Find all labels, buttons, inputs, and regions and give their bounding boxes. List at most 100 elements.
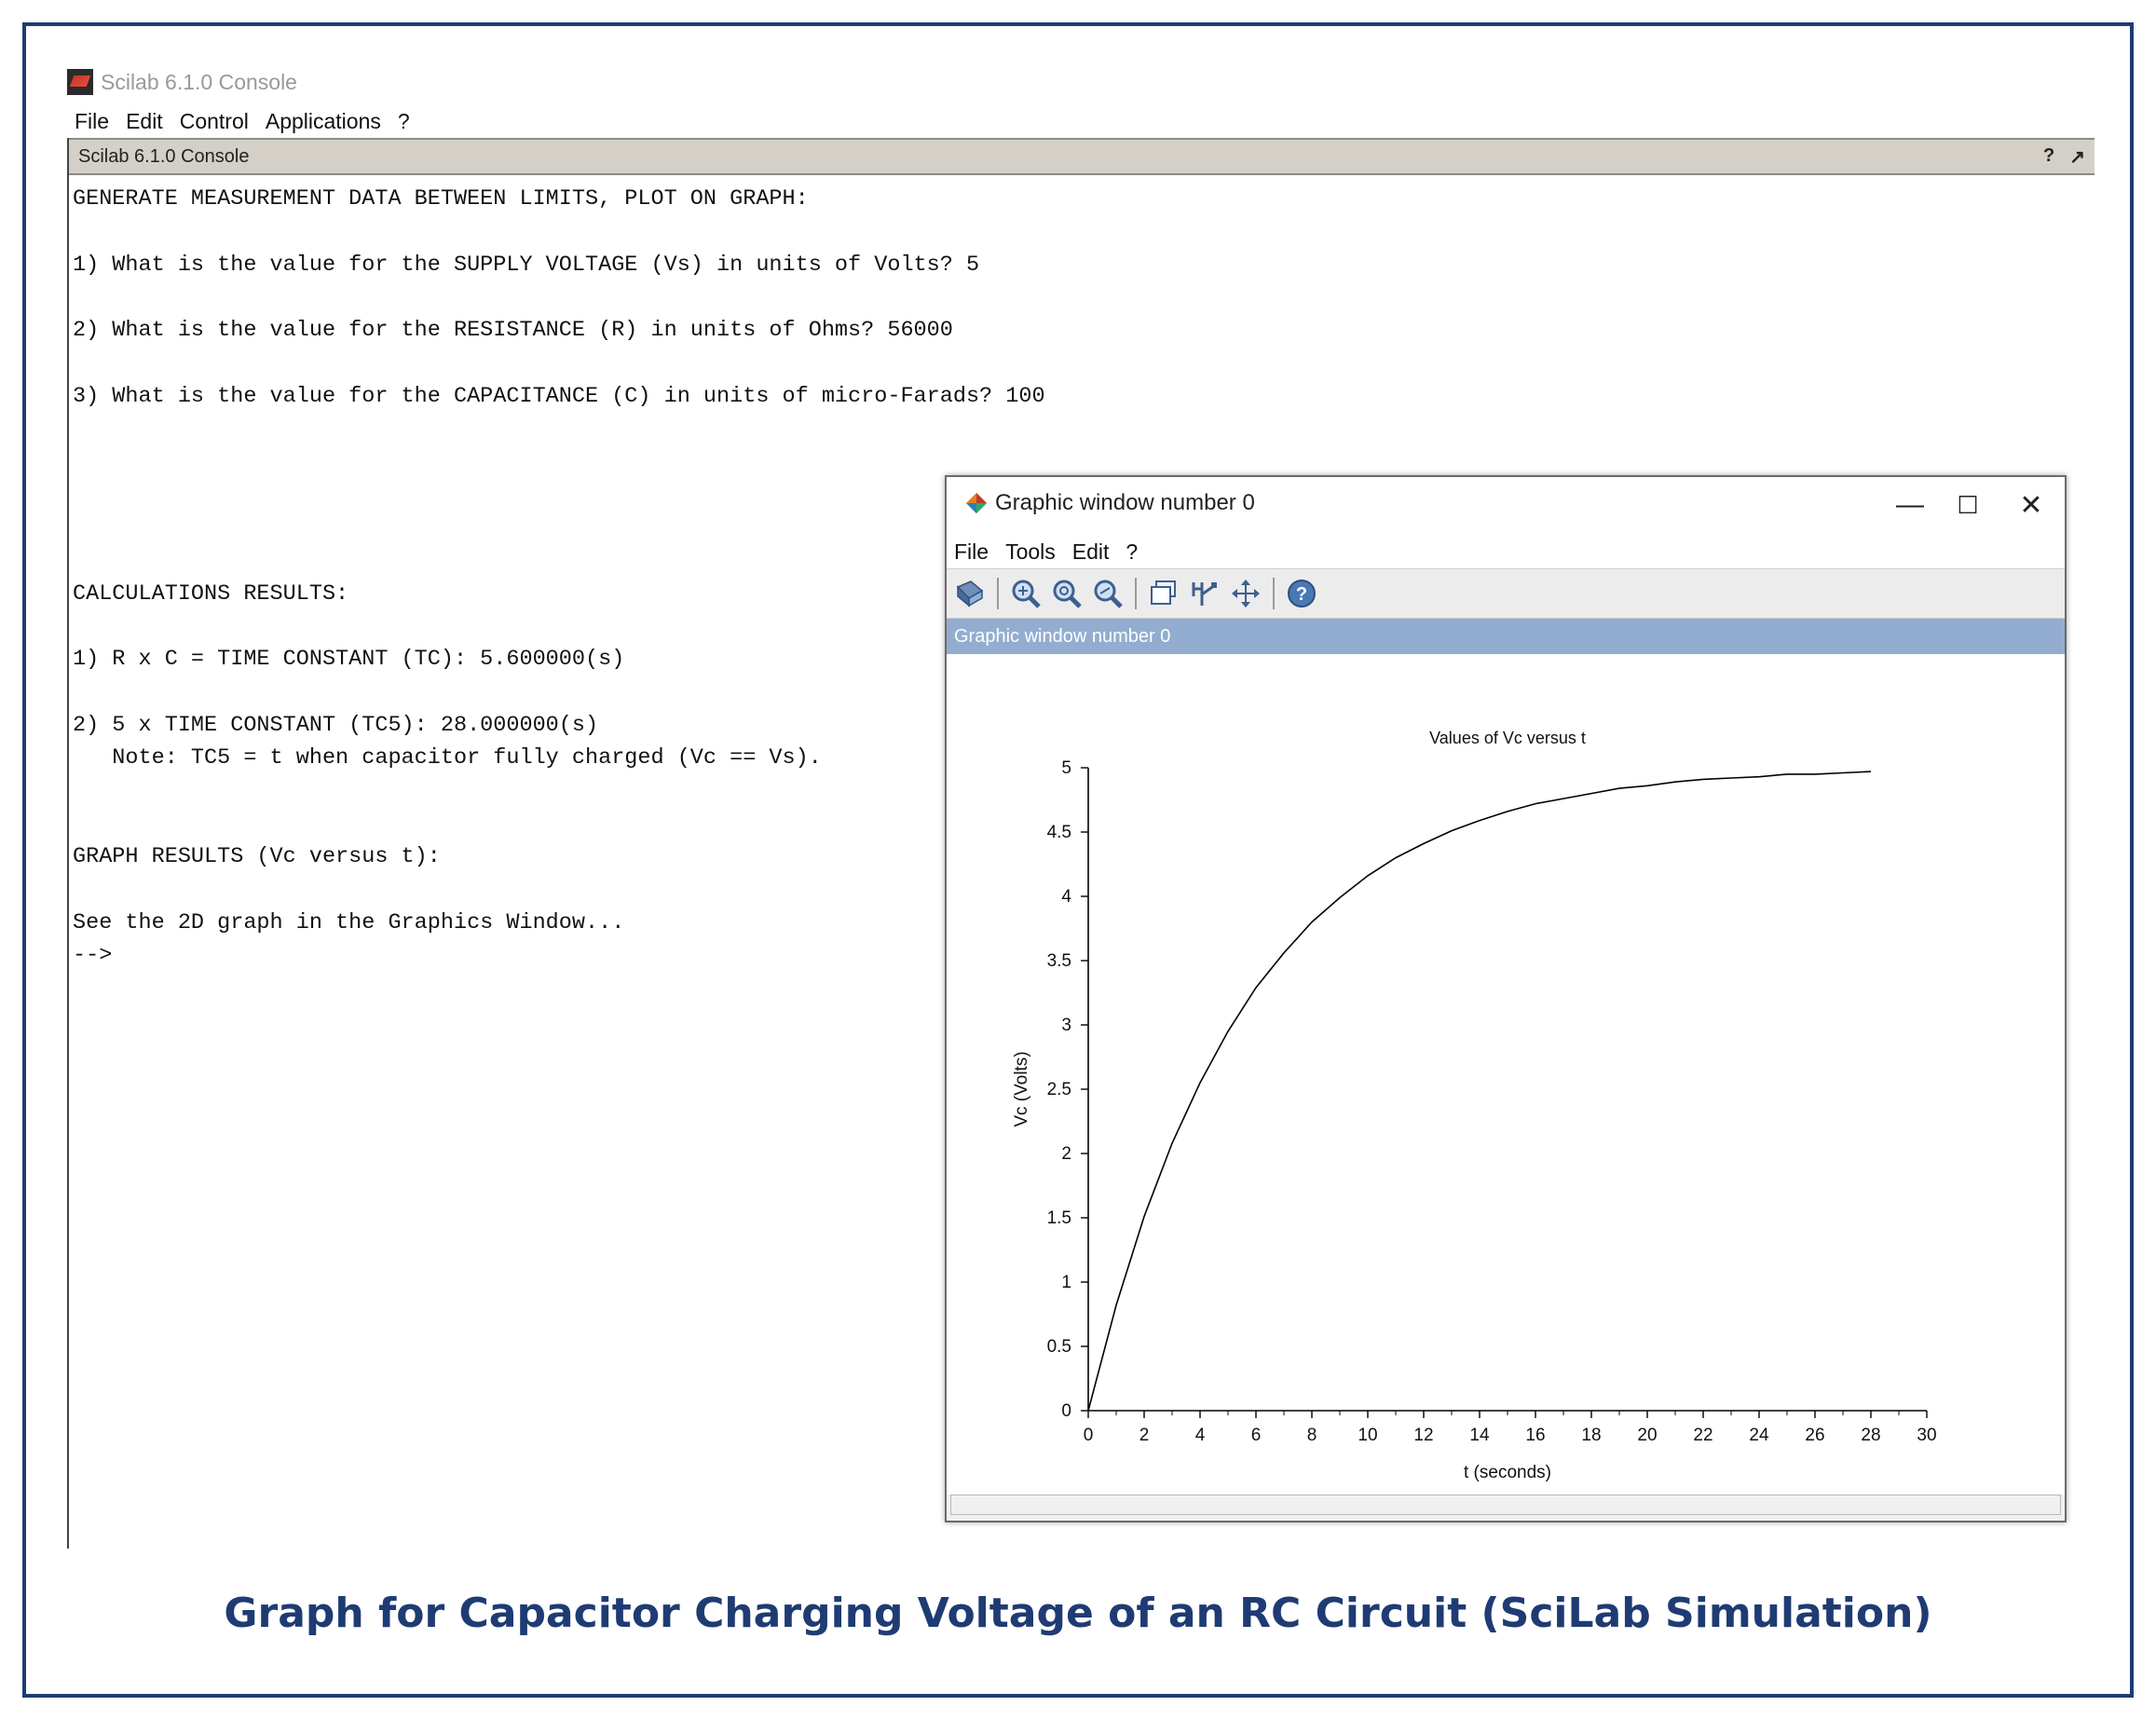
console-line — [73, 544, 1045, 577]
y-tick-label: 2.5 — [1047, 1080, 1071, 1099]
console-line — [73, 413, 1045, 445]
console-output[interactable]: GENERATE MEASUREMENT DATA BETWEEN LIMITS… — [73, 183, 1045, 972]
y-tick-label: 2 — [1061, 1144, 1071, 1164]
chart-title: Values of Vc versus t — [1429, 729, 1586, 747]
datatip-icon[interactable] — [1146, 576, 1181, 611]
x-tick-label: 28 — [1861, 1426, 1880, 1445]
console-line — [73, 676, 1045, 708]
console-line: See the 2D graph in the Graphics Window.… — [73, 909, 625, 935]
toolbar-separator — [1273, 578, 1275, 609]
figure-caption: Graph for Capacitor Charging Voltage of … — [224, 1590, 1932, 1637]
dock-undock-icon[interactable]: ↗ — [2069, 146, 2085, 168]
console-line: 1) R x C = TIME CONSTANT (TC): 5.600000(… — [73, 647, 625, 673]
console-line: 2) 5 x TIME CONSTANT (TC5): 28.000000(s) — [73, 712, 599, 738]
svg-text:?: ? — [1296, 584, 1307, 605]
close-button[interactable]: ✕ — [2019, 489, 2043, 521]
console-titlebar: Scilab 6.1.0 Console — [67, 63, 297, 101]
y-tick-label: 3.5 — [1047, 951, 1071, 971]
gmenu-help[interactable]: ? — [1126, 539, 1139, 564]
console-line — [73, 215, 1045, 248]
graphic-window-menubar: File Tools Edit ? — [947, 535, 2065, 568]
console-window-title: Scilab 6.1.0 Console — [101, 69, 297, 94]
y-tick-label: 0.5 — [1047, 1337, 1071, 1357]
y-tick-label: 5 — [1061, 758, 1071, 778]
minimize-button[interactable]: — — [1896, 489, 1924, 520]
toolbar-separator — [997, 578, 999, 609]
y-tick-label: 4 — [1061, 887, 1071, 907]
maximize-button[interactable]: ☐ — [1957, 490, 1979, 519]
x-tick-label: 22 — [1693, 1426, 1713, 1445]
dock-help-icon[interactable]: ? — [2043, 144, 2055, 166]
graphic-window: Graphic window number 0 — ☐ ✕ File Tools… — [945, 475, 2067, 1522]
rotate-icon[interactable] — [952, 576, 988, 611]
graphic-subheader: Graphic window number 0 — [947, 619, 2065, 654]
x-tick-label: 30 — [1917, 1426, 1936, 1445]
graphic-toolbar: ? — [947, 568, 2065, 619]
console-line: CALCULATIONS RESULTS: — [73, 580, 349, 607]
menu-edit[interactable]: Edit — [126, 108, 163, 133]
console-line — [73, 808, 1045, 840]
console-line — [73, 512, 1045, 544]
x-tick-label: 6 — [1251, 1426, 1262, 1445]
gmenu-tools[interactable]: Tools — [1005, 539, 1056, 564]
y-axis-label: Vc (Volts) — [1012, 1051, 1031, 1126]
menu-control[interactable]: Control — [179, 108, 249, 133]
console-line — [73, 281, 1045, 314]
x-tick-label: 0 — [1084, 1426, 1094, 1445]
dock-title: Scilab 6.1.0 Console — [78, 145, 250, 167]
x-tick-label: 4 — [1195, 1426, 1206, 1445]
menu-applications[interactable]: Applications — [265, 108, 381, 133]
toolbar-separator — [1135, 578, 1137, 609]
console-line: --> — [73, 942, 113, 968]
zoom-reset-icon[interactable] — [1049, 576, 1085, 611]
scilab-logo-icon — [67, 69, 93, 95]
vc-vs-t-chart[interactable]: Values of Vc versus t0 2 4 6 8 10 12 14 16 18 20 22… — [947, 654, 2065, 1495]
gmenu-edit[interactable]: Edit — [1071, 539, 1110, 564]
edit-axes-icon[interactable] — [1187, 576, 1222, 611]
console-menubar: File Edit Control Applications ? — [75, 104, 410, 138]
gmenu-file[interactable]: File — [954, 539, 989, 564]
help-icon[interactable]: ? — [1284, 576, 1319, 611]
console-pane[interactable]: Scilab 6.1.0 Console ? ↗ GENERATE MEASUR… — [67, 138, 2095, 1549]
menu-help[interactable]: ? — [397, 108, 410, 133]
console-line: 1) What is the value for the SUPPLY VOLT… — [73, 252, 980, 278]
y-tick-label: 4.5 — [1047, 823, 1071, 842]
x-axis-label: t (seconds) — [1464, 1463, 1551, 1482]
console-line: GRAPH RESULTS (Vc versus t): — [73, 843, 441, 869]
y-tick-label: 0 — [1061, 1401, 1071, 1421]
console-line — [73, 479, 1045, 512]
console-line — [73, 445, 1045, 478]
x-tick-label: 16 — [1525, 1426, 1545, 1445]
console-line: 3) What is the value for the CAPACITANCE… — [73, 383, 1045, 409]
x-tick-label: 26 — [1805, 1426, 1824, 1445]
scilab-graphics-icon — [966, 493, 987, 513]
y-tick-label: 3 — [1061, 1016, 1071, 1035]
menu-file[interactable]: File — [75, 108, 110, 133]
x-tick-label: 2 — [1139, 1426, 1150, 1445]
console-line — [73, 610, 1045, 643]
x-tick-label: 24 — [1749, 1426, 1769, 1445]
plot-canvas[interactable]: Values of Vc versus t 0 2 4 6 8 10 12 14 16 18 20 22… — [947, 654, 2065, 1495]
x-tick-label: 12 — [1413, 1426, 1433, 1445]
y-tick-label: 1 — [1061, 1273, 1071, 1292]
console-line: 2) What is the value for the RESISTANCE … — [73, 318, 953, 344]
zoom-in-icon[interactable] — [1008, 576, 1044, 611]
console-line — [73, 347, 1045, 379]
console-line — [73, 774, 1045, 807]
console-line — [73, 873, 1045, 906]
status-bar — [950, 1495, 2061, 1515]
graphic-window-title: Graphic window number 0 — [995, 490, 1255, 515]
series-line-vc — [1087, 771, 1872, 1412]
x-tick-label: 10 — [1358, 1426, 1377, 1445]
x-tick-label: 14 — [1469, 1426, 1490, 1445]
x-tick-label: 20 — [1637, 1426, 1657, 1445]
x-tick-label: 8 — [1307, 1426, 1317, 1445]
pan-icon[interactable] — [1228, 576, 1263, 611]
y-tick-label: 1.5 — [1047, 1208, 1071, 1228]
zoom-area-icon[interactable] — [1090, 576, 1126, 611]
console-dock-bar: Scilab 6.1.0 Console ? ↗ — [69, 138, 2095, 175]
console-line: Note: TC5 = t when capacitor fully charg… — [73, 745, 822, 771]
graphic-window-titlebar: Graphic window number 0 — ☐ ✕ — [947, 477, 2065, 535]
console-line: GENERATE MEASUREMENT DATA BETWEEN LIMITS… — [73, 186, 809, 212]
x-tick-label: 18 — [1581, 1426, 1601, 1445]
